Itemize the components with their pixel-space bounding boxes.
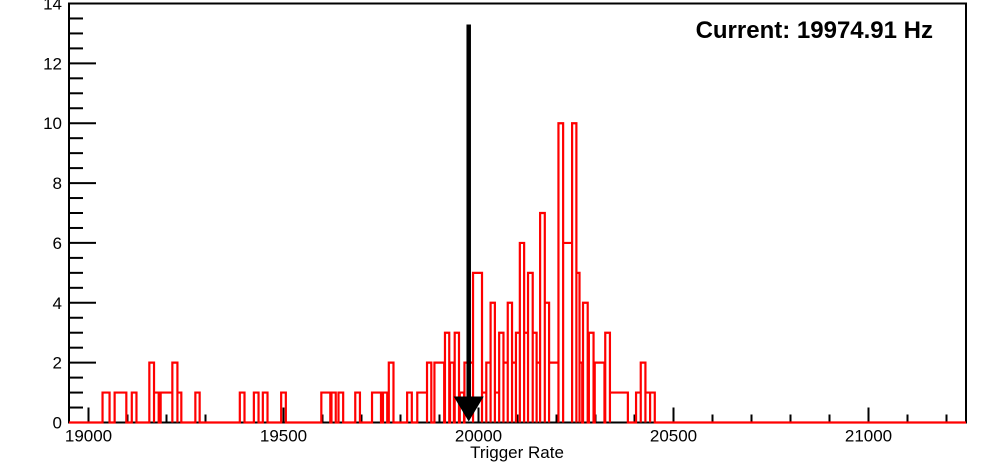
x-tick-label: 19000 [65,427,112,446]
histogram-line [69,122,966,424]
y-tick-label: 2 [53,354,62,373]
y-tick-label: 14 [43,0,62,14]
x-tick-label: 20500 [650,427,697,446]
y-tick-label: 8 [53,174,62,193]
chart-frame [68,2,967,424]
x-axis-title: Trigger Rate [470,443,564,462]
x-tick-label: 19500 [260,427,307,446]
y-tick-label: 12 [43,54,62,73]
y-tick-label: 6 [53,234,62,253]
chart-generated-layer: 19000 19500 20000 20500 21000 0 2 4 6 8 10 12 14 [43,0,967,446]
y-tick-label: 10 [43,114,62,133]
current-rate-arrow-head [453,396,484,422]
current-rate-label: Current: 19974.91 Hz [696,17,933,44]
y-tick-label: 0 [53,414,62,433]
y-tick-label: 4 [53,294,62,313]
x-tick-label: 20000 [455,427,502,446]
x-tick-label: 21000 [845,427,892,446]
